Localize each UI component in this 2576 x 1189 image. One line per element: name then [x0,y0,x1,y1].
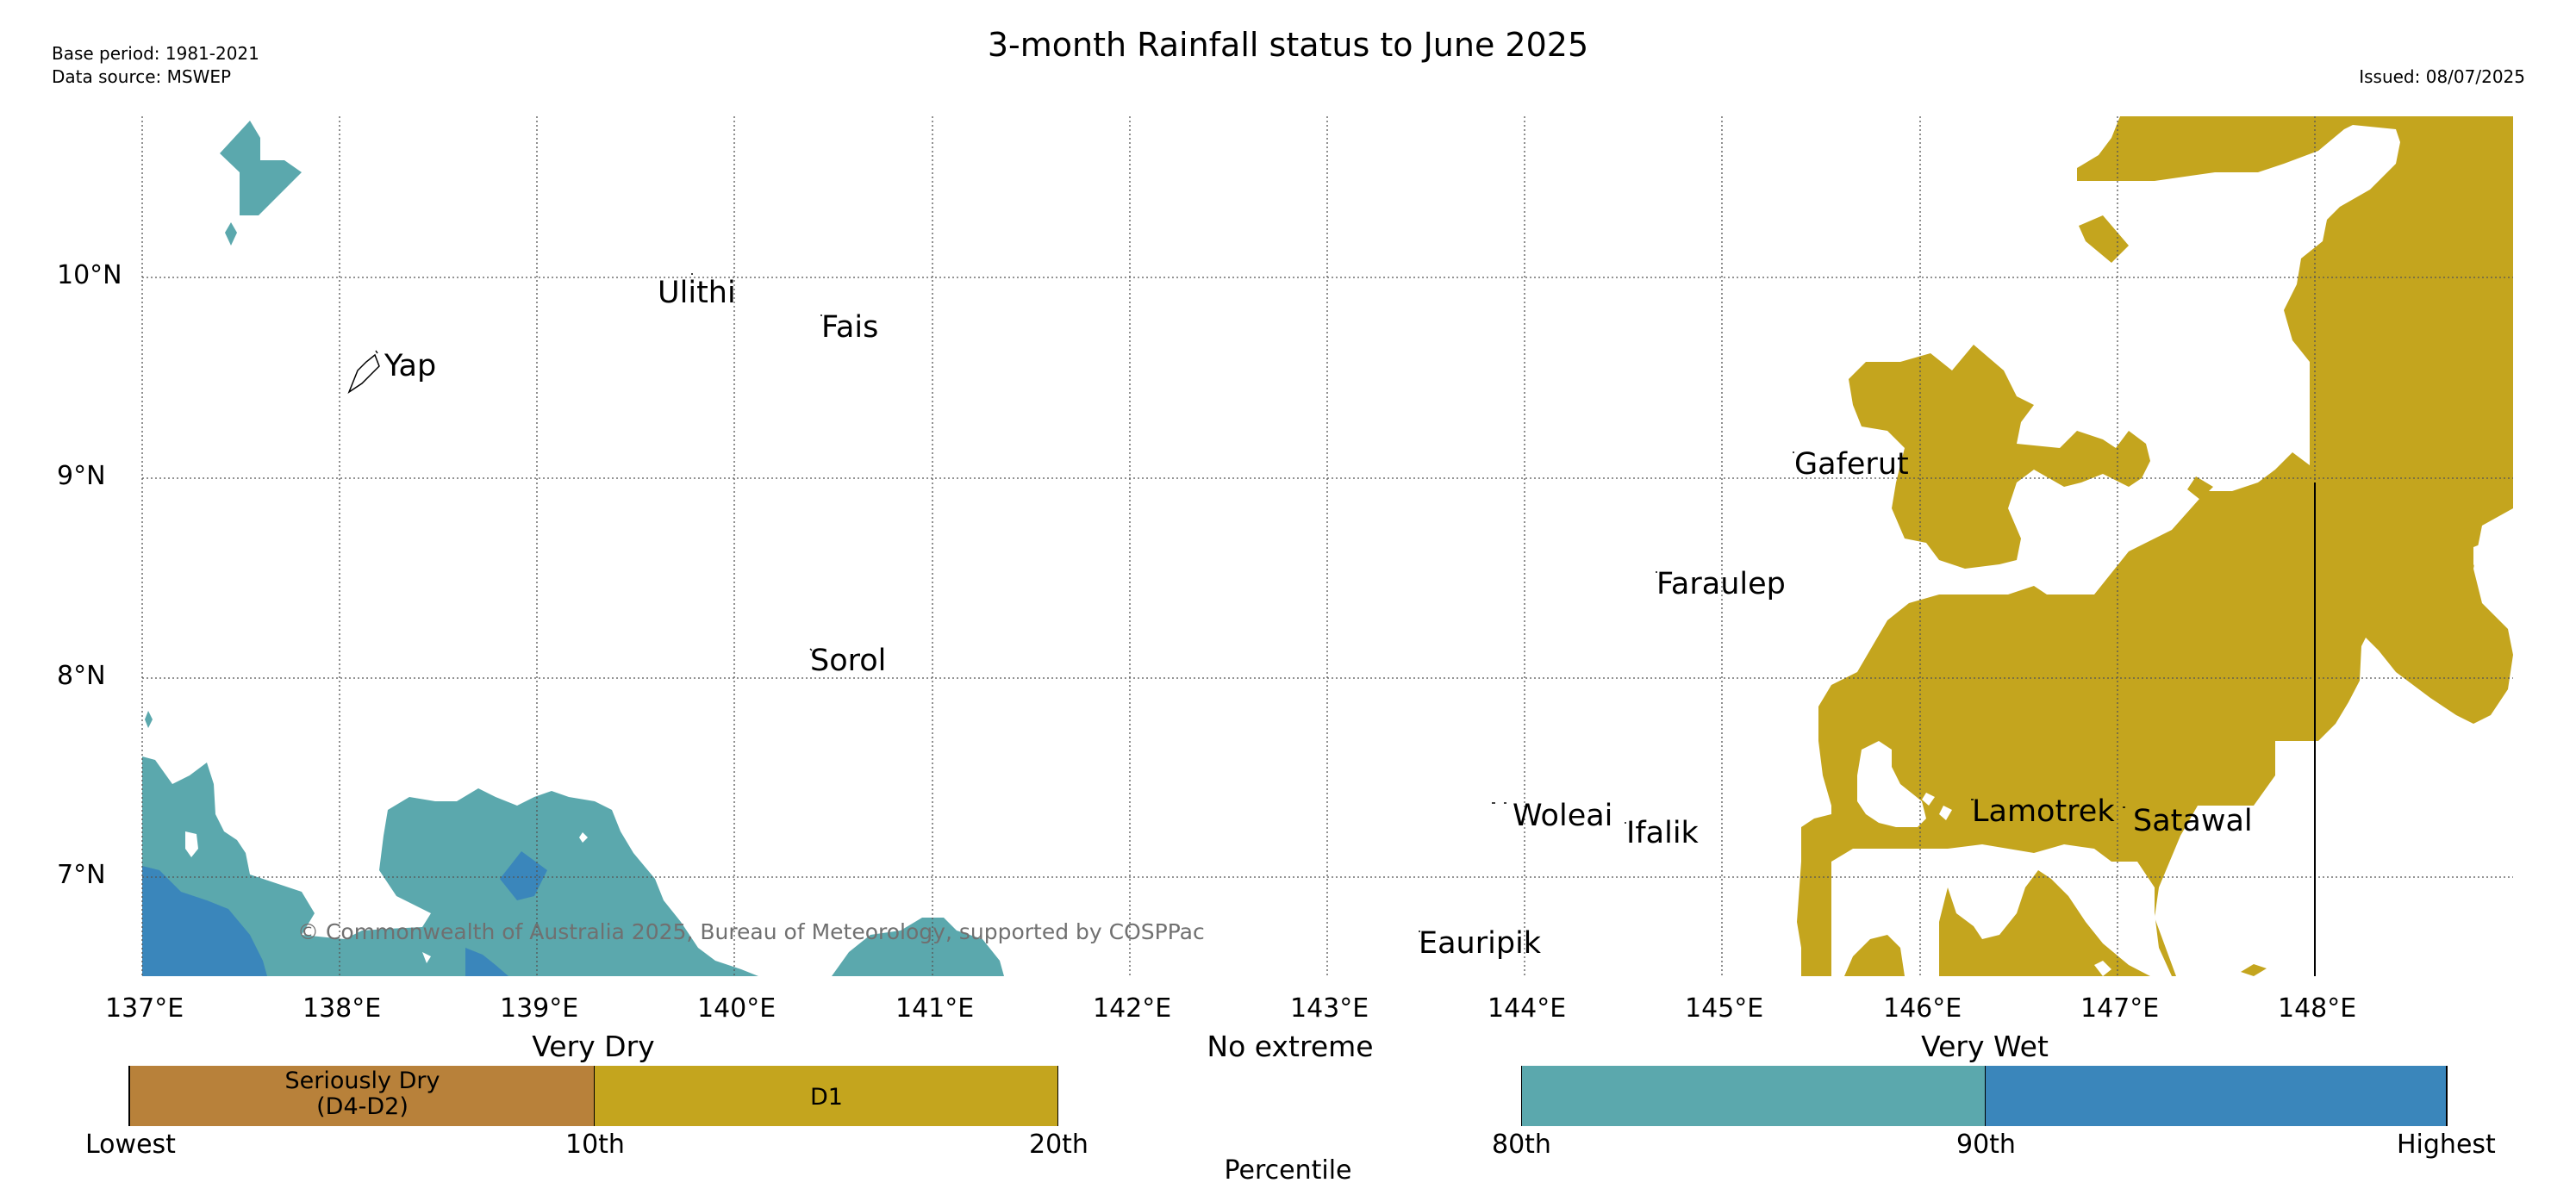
place-label-ulithi: Ulithi [658,276,736,310]
colorbar-axis-label: Percentile [1224,1155,1352,1186]
wet-region-gaps [185,831,588,963]
seriously-dry-line2: (D4-D2) [316,1093,409,1120]
lon-label-141e: 141°E [895,993,975,1024]
sorol-marker [809,648,813,651]
place-label-gaferut: Gaferut [1794,447,1909,482]
colorbar-tick-highest: Highest [2397,1130,2496,1160]
colorbar-tick-lowest: Lowest [85,1130,176,1160]
map-title: 3-month Rainfall status to June 2025 [987,26,1589,64]
colorbar-seriously-dry [130,1066,595,1126]
colorbar-wet-90-plus [1986,1066,2446,1126]
map-shading [142,116,2513,976]
lon-label-137e: 137°E [105,993,184,1024]
place-label-satawal: Satawal [2133,804,2253,838]
colorbar-no-extreme [1058,1066,1522,1126]
lon-label-143e: 143°E [1290,993,1369,1024]
yap-island-shape [347,353,380,394]
colorbar-tick-10th: 10th [565,1130,625,1160]
issued-date-text: Issued: 08/07/2025 [2359,66,2525,87]
wet-region [142,121,1004,976]
colorbar-wet-80-90 [1522,1066,1986,1126]
lon-label-148e: 148°E [2278,993,2357,1024]
copyright-text: © Commonwealth of Australia 2025, Bureau… [297,919,1205,944]
data-source-text: Data source: MSWEP [52,66,232,87]
colorbar-label-d1: D1 [810,1084,843,1111]
lon-label-138e: 138°E [303,993,382,1024]
dry-d1-region [1797,116,2513,976]
island-markers [347,273,2125,932]
place-label-sorol: Sorol [810,644,887,678]
place-label-lamotrek: Lamotrek [1972,794,2115,829]
place-label-fais: Fais [821,310,879,345]
map-gridlines [141,116,2513,976]
place-label-eauripik: Eauripik [1419,926,1542,961]
lat-label-7n: 7°N [57,860,106,890]
base-period-text: Base period: 1981-2021 [52,43,259,64]
colorbar-tick-90th: 90th [1956,1130,2016,1160]
lat-label-8n: 8°N [57,661,106,691]
lon-label-142e: 142°E [1093,993,1172,1024]
place-label-faraulep: Faraulep [1656,567,1786,601]
lon-label-147e: 147°E [2080,993,2160,1024]
legend-heading-very-dry: Very Dry [532,1030,655,1063]
colorbar-tick-20th: 20th [1029,1130,1088,1160]
colorbar-tick-80th: 80th [1492,1130,1551,1160]
place-label-yap: Yap [384,349,437,383]
place-label-woleai: Woleai [1513,799,1613,833]
legend-heading-no-extreme: No extreme [1207,1030,1374,1063]
colorbar-label-seriously-dry: Seriously Dry (D4-D2) [130,1068,595,1120]
yap-islet [375,350,378,354]
lat-label-10n: 10°N [57,260,122,290]
lon-label-146e: 146°E [1883,993,1962,1024]
colorbar-d1 [595,1066,1058,1126]
very-wet-region [142,851,547,976]
lon-label-139e: 139°E [500,993,579,1024]
lon-label-144e: 144°E [1488,993,1567,1024]
lon-label-140e: 140°E [697,993,777,1024]
lat-label-9n: 9°N [57,461,106,491]
lon-label-145e: 145°E [1685,993,1764,1024]
seriously-dry-line1: Seriously Dry [284,1068,440,1094]
place-label-ifalik: Ifalik [1626,816,1699,850]
legend-heading-very-wet: Very Wet [1921,1030,2049,1063]
